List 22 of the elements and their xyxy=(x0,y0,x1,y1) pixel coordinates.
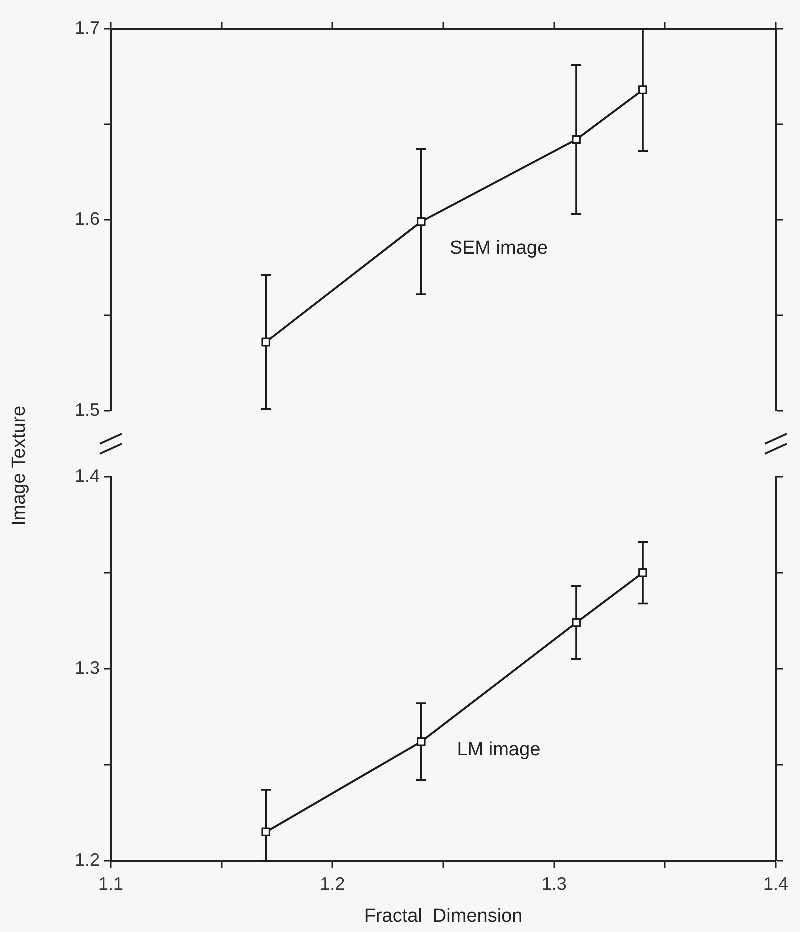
x-tick-label: 1.3 xyxy=(542,874,567,894)
series-label: LM image xyxy=(457,740,541,761)
x-axis-title: Fractal Dimension xyxy=(364,906,523,927)
y-tick-label: 1.2 xyxy=(74,850,100,870)
x-tick-label: 1.1 xyxy=(98,874,124,894)
point xyxy=(417,218,426,226)
point xyxy=(262,828,270,837)
point xyxy=(572,618,581,628)
y-axis-title: Image Texture xyxy=(9,406,31,526)
point xyxy=(262,338,270,347)
y-tick-label: 1.3 xyxy=(74,658,100,678)
point xyxy=(572,135,581,144)
x-tick-label: 1.4 xyxy=(763,874,789,894)
point xyxy=(638,86,648,94)
series-label: SEM image xyxy=(450,238,548,260)
y-tick-label: 1.4 xyxy=(74,466,100,486)
y-tick-label: 1.5 xyxy=(74,400,100,420)
y-tick-label: 1.6 xyxy=(74,208,100,229)
y-tick-label: 1.7 xyxy=(74,18,100,38)
x-tick-label: 1.2 xyxy=(320,874,346,894)
point xyxy=(638,568,648,578)
point xyxy=(417,738,426,746)
